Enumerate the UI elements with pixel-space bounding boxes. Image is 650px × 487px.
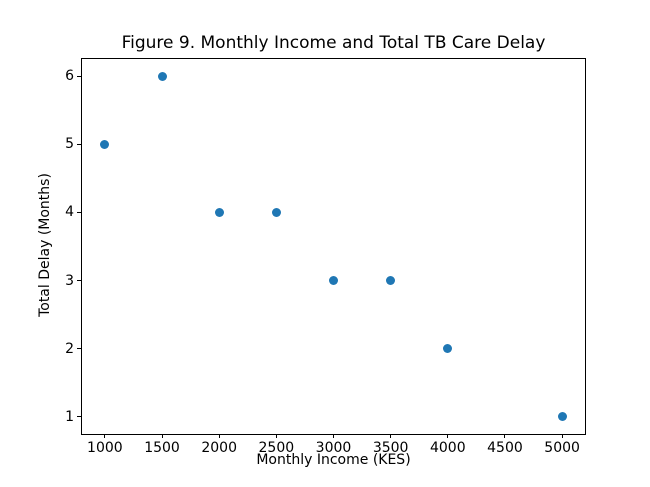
x-tick-label: 1500	[144, 440, 180, 456]
y-tick-label: 5	[65, 136, 74, 153]
x-tick-label: 2000	[201, 440, 237, 456]
y-tick-mark	[77, 280, 81, 282]
x-tick-label: 3000	[315, 440, 352, 456]
data-point	[329, 276, 338, 286]
x-tick-label: 4500	[487, 440, 523, 456]
x-tick-mark	[390, 434, 392, 438]
y-tick-label: 4	[65, 204, 74, 221]
plot-area: 1000 1500 2000 2500 3000 3500 4000 4500 5000 1 2 3 4…	[65, 58, 586, 456]
data-point	[557, 412, 567, 422]
y-tick-label: 1	[65, 408, 74, 425]
y-axis-label: Total Delay (Months)	[37, 173, 53, 317]
x-tick-mark	[275, 434, 277, 438]
y-tick-mark	[77, 143, 81, 145]
x-tick-mark	[333, 434, 334, 438]
y-tick-label: 6	[65, 68, 74, 85]
x-tick-mark	[104, 434, 106, 438]
y-tick-mark	[77, 211, 81, 213]
x-axis-label: Monthly Income (KES)	[256, 452, 411, 468]
y-tick-label: 3	[65, 272, 74, 289]
data-point	[386, 276, 396, 286]
data-point	[271, 207, 281, 217]
chart-title: Figure 9. Monthly Income and Total TB Ca…	[121, 33, 546, 53]
x-tick-mark	[561, 434, 563, 438]
x-tick-label: 4000	[429, 440, 466, 456]
x-tick-mark	[447, 434, 449, 438]
x-tick-label: 3500	[372, 440, 409, 456]
y-tick-mark	[77, 416, 81, 418]
y-tick-mark	[77, 75, 81, 77]
data-point	[443, 344, 453, 354]
data-point	[157, 71, 167, 81]
data-point	[100, 139, 110, 149]
x-tick-label: 1000	[87, 440, 123, 456]
x-tick-mark	[161, 434, 163, 438]
y-tick-label: 2	[65, 340, 74, 357]
x-tick-label: 2500	[258, 440, 295, 456]
x-tick-mark	[218, 434, 220, 438]
data-point	[214, 207, 224, 217]
x-tick-label: 5000	[544, 440, 580, 456]
y-tick-mark	[77, 348, 81, 350]
x-tick-mark	[504, 434, 506, 438]
